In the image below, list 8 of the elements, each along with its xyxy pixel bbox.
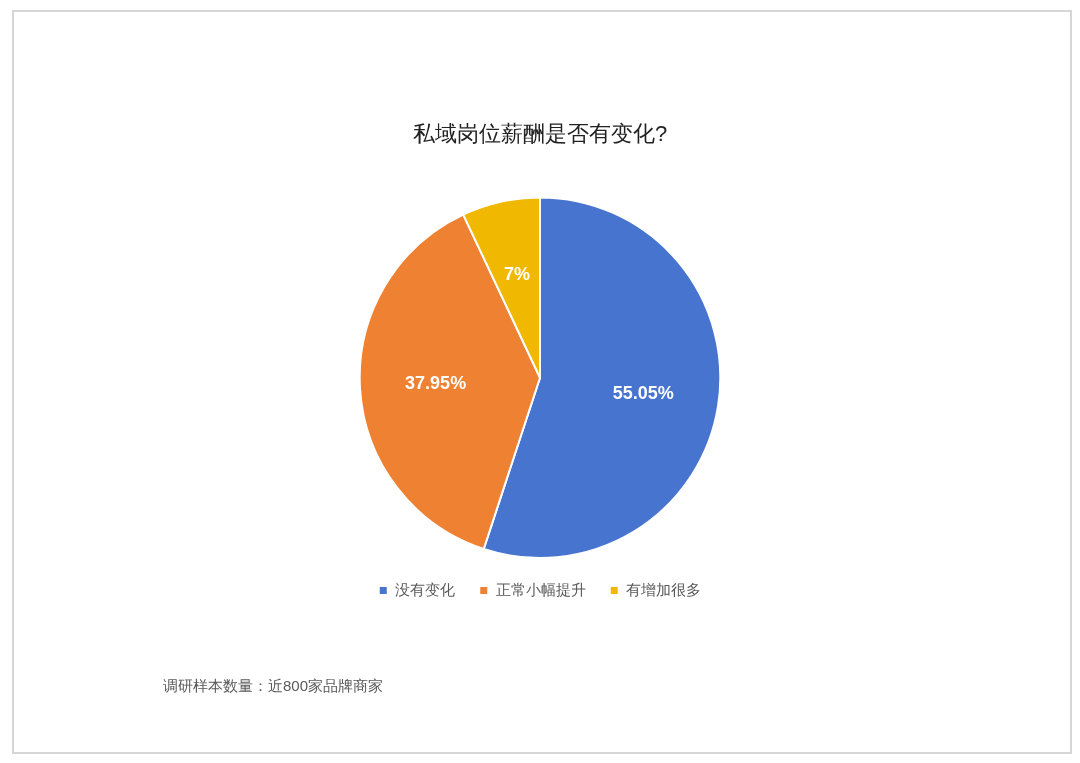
legend-label: 没有变化 xyxy=(395,580,456,598)
text: 调研样本数量：近800家品牌商家 xyxy=(163,676,384,696)
legend-label: 有增加很多 xyxy=(626,580,702,598)
chart-title: 私域岗位薪酬是否有变化? xyxy=(412,121,668,147)
data-label: 7% xyxy=(503,263,530,284)
data-label: 55.05% xyxy=(612,383,674,404)
legend-label: 正常小幅提升 xyxy=(495,580,586,598)
data-label: 37.95% xyxy=(405,373,467,394)
